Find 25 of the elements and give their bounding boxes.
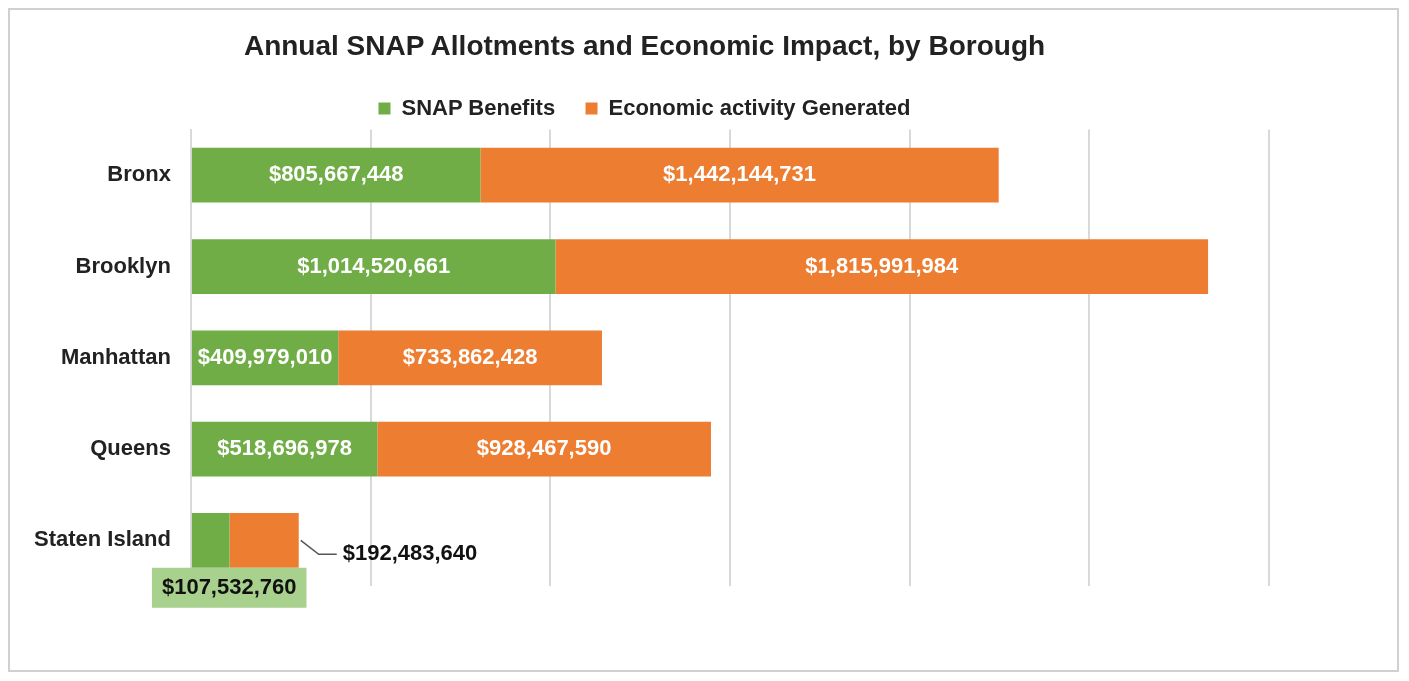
bar [555,239,1209,294]
bar [191,147,481,203]
data-label: $733,862,428 [402,343,538,369]
data-label: $805,667,448 [268,161,404,187]
bar [191,239,556,294]
bar [338,330,602,386]
data-label: $1,442,144,731 [663,161,817,187]
legend-label: Economic activity Generated [608,94,911,120]
chart-title: Annual SNAP Allotments and Economic Impact, by Borough [243,29,1046,61]
data-label: $1,014,520,661 [297,252,451,278]
bar [377,421,711,477]
y-tick-label: Brooklyn [75,252,171,278]
data-label: $107,532,760 [161,573,297,599]
legend-label: SNAP Benefits [401,94,556,120]
data-label: $192,483,640 [342,540,478,566]
bar [480,147,999,203]
bar [191,512,230,568]
y-tick-label: Bronx [107,161,172,187]
data-label: $1,815,991,984 [805,252,960,278]
y-tick-label: Manhattan [60,343,171,369]
y-tick-label: Staten Island [34,526,171,552]
data-label: $928,467,590 [476,435,612,461]
data-label: $518,696,978 [217,435,352,461]
data-label: $409,979,010 [197,343,333,369]
y-tick-label: Queens [90,435,171,461]
